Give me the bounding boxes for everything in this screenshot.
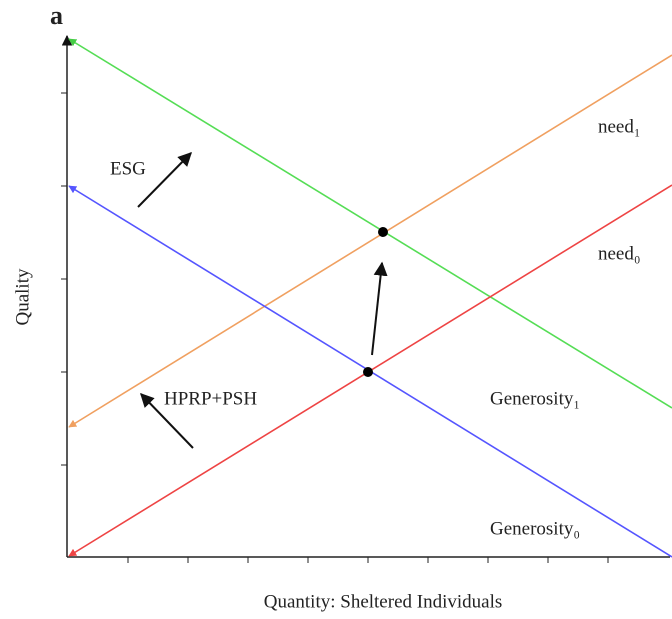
esg-arrow: [137, 152, 192, 208]
generosity-0-label: Generosity₀: [490, 518, 580, 539]
shift-arrow: [371, 261, 388, 356]
equilibrium-0: [363, 367, 373, 377]
need-0-label: need₀: [598, 243, 641, 264]
esg-label: ESG: [110, 158, 146, 179]
generosity-1-line: [68, 38, 672, 409]
hprp-label: HPRP+PSH: [164, 388, 257, 409]
need-1-label: need₁: [598, 116, 641, 137]
y-axis-label: Quality: [12, 268, 33, 325]
axes: [61, 34, 670, 563]
y-ticks: [61, 92, 67, 466]
panel-label: a: [50, 1, 63, 30]
generosity-1-label: Generosity₁: [490, 388, 580, 409]
hprp-arrow: [140, 392, 194, 449]
need-1-line: [68, 54, 672, 428]
x-axis-label: Quantity: Sheltered Individuals: [264, 591, 503, 612]
equilibrium-1: [378, 227, 388, 237]
x-ticks: [127, 557, 609, 563]
